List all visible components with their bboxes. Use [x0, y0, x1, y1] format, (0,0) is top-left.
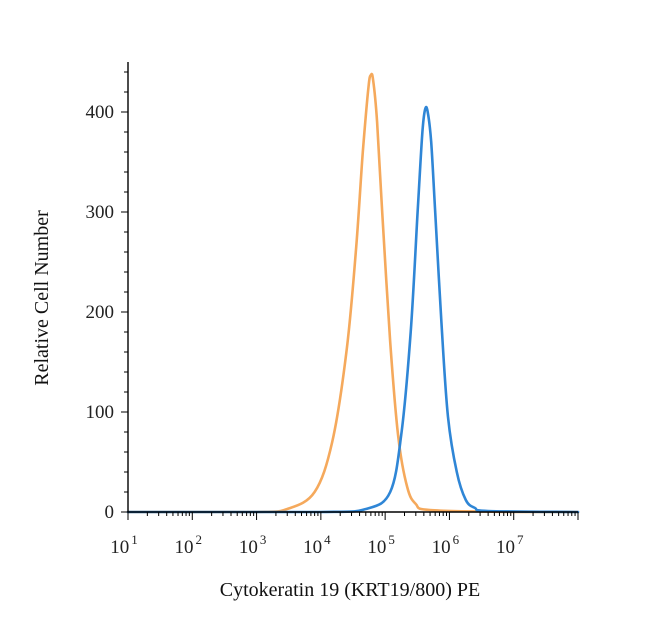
histogram-curve-2 [126, 105, 580, 514]
x-tick-label: 10 7 [496, 532, 524, 558]
y-tick-label: 0 [105, 502, 115, 523]
y-tick-label: 200 [86, 302, 115, 323]
x-ticks: 10 1 10 2 10 3 10 4 10 5 10 6 10 7 [110, 512, 579, 558]
x-tick-label: 10 3 [239, 532, 266, 558]
y-ticks: 0 100 200 300 400 [86, 71, 128, 523]
y-axis-title: Relative Cell Number [31, 210, 53, 386]
y-tick-label: 400 [86, 102, 115, 123]
x-axis-title: Cytokeratin 19 (KRT19/800) PE [220, 579, 480, 601]
x-tick-label: 10 4 [303, 532, 331, 558]
histogram-curve-1 [126, 72, 580, 514]
x-tick-label: 10 5 [367, 532, 395, 558]
series-layer [126, 72, 580, 514]
y-tick-label: 100 [86, 402, 115, 423]
x-tick-label: 10 6 [432, 532, 460, 558]
x-tick-label: 10 1 [110, 532, 138, 558]
x-tick-label: 10 2 [175, 532, 203, 558]
y-tick-label: 300 [86, 202, 115, 223]
